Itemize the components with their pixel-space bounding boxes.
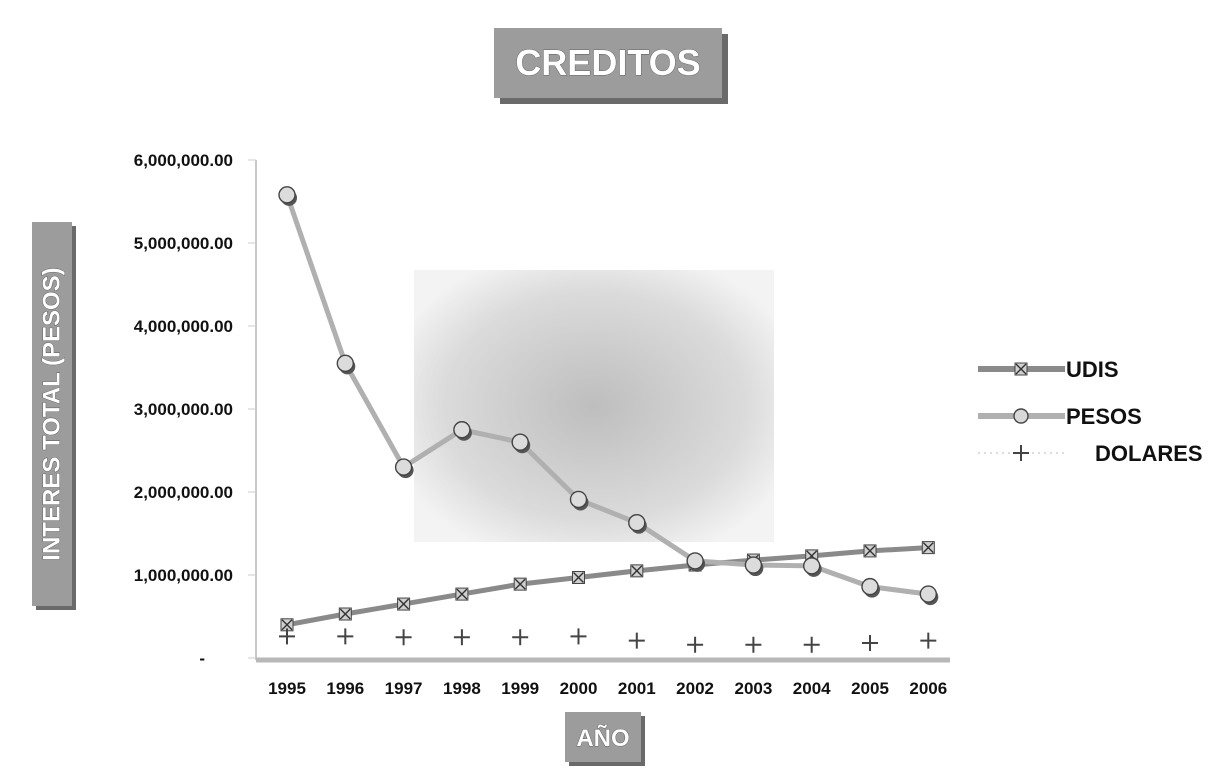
dolares-point (803, 636, 820, 653)
dolares-point (279, 628, 295, 645)
x-axis-ticks: 1995 1996 1997 1998 1999 2000 2001 2002 2003 2004… (268, 679, 947, 698)
legend-label-pesos: PESOS (1066, 404, 1142, 429)
x-tick-label: 1996 (326, 679, 364, 698)
pesos-point (803, 557, 822, 577)
legend-item-udis: UDIS (978, 357, 1119, 382)
plot-background (414, 270, 774, 542)
y-axis-title-text: INTERES TOTAL (PESOS) (39, 267, 66, 560)
y-axis-title: INTERES TOTAL (PESOS) (32, 222, 76, 610)
x-tick-label: 2006 (909, 679, 947, 698)
y-tick-label: 6,000,000.00 (134, 151, 233, 170)
pesos-point (453, 421, 472, 441)
chart-title-text: CREDITOS (515, 42, 700, 83)
pesos-point (569, 490, 589, 511)
udis-point (338, 607, 352, 621)
x-axis-title: AÑO (565, 712, 645, 766)
series-line-udis (286, 545, 929, 628)
y-tick-label: - (199, 649, 205, 668)
series-layer (278, 186, 939, 653)
y-tick-label: 2,000,000.00 (134, 483, 233, 502)
pesos-point (919, 585, 939, 606)
dolares-point (453, 629, 470, 646)
dolares-point (395, 629, 412, 646)
dolares-point (628, 632, 645, 649)
pesos-point (394, 458, 414, 479)
udis-point (280, 618, 294, 632)
x-tick-label: 1995 (268, 679, 306, 698)
udis-point (572, 570, 585, 584)
udis-point (513, 577, 527, 591)
dolares-point (570, 628, 587, 645)
udis-point (863, 544, 877, 558)
legend-label-dolares: DOLARES (1095, 441, 1203, 466)
y-tick-label: 5,000,000.00 (134, 234, 233, 253)
y-tick-label: 4,000,000.00 (134, 317, 233, 336)
x-tick-label: 2001 (618, 679, 656, 698)
dolares-point (687, 636, 704, 653)
x-tick-label: 2005 (851, 679, 889, 698)
udis-point (630, 564, 644, 578)
pesos-point (336, 354, 356, 375)
x-tick-label: 2002 (676, 679, 714, 698)
pesos-point (861, 577, 880, 598)
udis-point (921, 541, 935, 555)
legend-label-udis: UDIS (1066, 357, 1119, 382)
x-tick-label: 1999 (501, 679, 539, 698)
x-tick-label: 2004 (793, 679, 831, 698)
udis-point (455, 587, 469, 601)
x-axis-title-text: AÑO (576, 724, 629, 752)
y-tick-label: 1,000,000.00 (134, 566, 233, 585)
x-tick-label: 2000 (560, 679, 598, 698)
pesos-point (628, 514, 647, 534)
y-axis-ticks: - 1,000,000.00 2,000,000.00 3,000,000.00 4,0… (134, 151, 256, 668)
legend-item-pesos: PESOS (978, 404, 1142, 429)
pesos-point (511, 433, 531, 454)
legend: UDIS PESOS DOLARES (978, 357, 1203, 466)
pesos-point (686, 552, 706, 572)
pesos-point (744, 556, 764, 577)
dolares-point (862, 635, 878, 652)
dolares-point (920, 632, 937, 649)
dolares-point (745, 636, 762, 653)
chart-title: CREDITOS (494, 28, 728, 104)
udis-point (397, 597, 411, 611)
legend-item-dolares: DOLARES (978, 441, 1203, 466)
dolares-point (512, 629, 529, 646)
x-tick-label: 2003 (734, 679, 772, 698)
y-tick-label: 3,000,000.00 (134, 400, 233, 419)
pesos-point (278, 186, 297, 206)
dolares-point (337, 628, 354, 645)
x-tick-label: 1997 (385, 679, 423, 698)
x-tick-label: 1998 (443, 679, 481, 698)
